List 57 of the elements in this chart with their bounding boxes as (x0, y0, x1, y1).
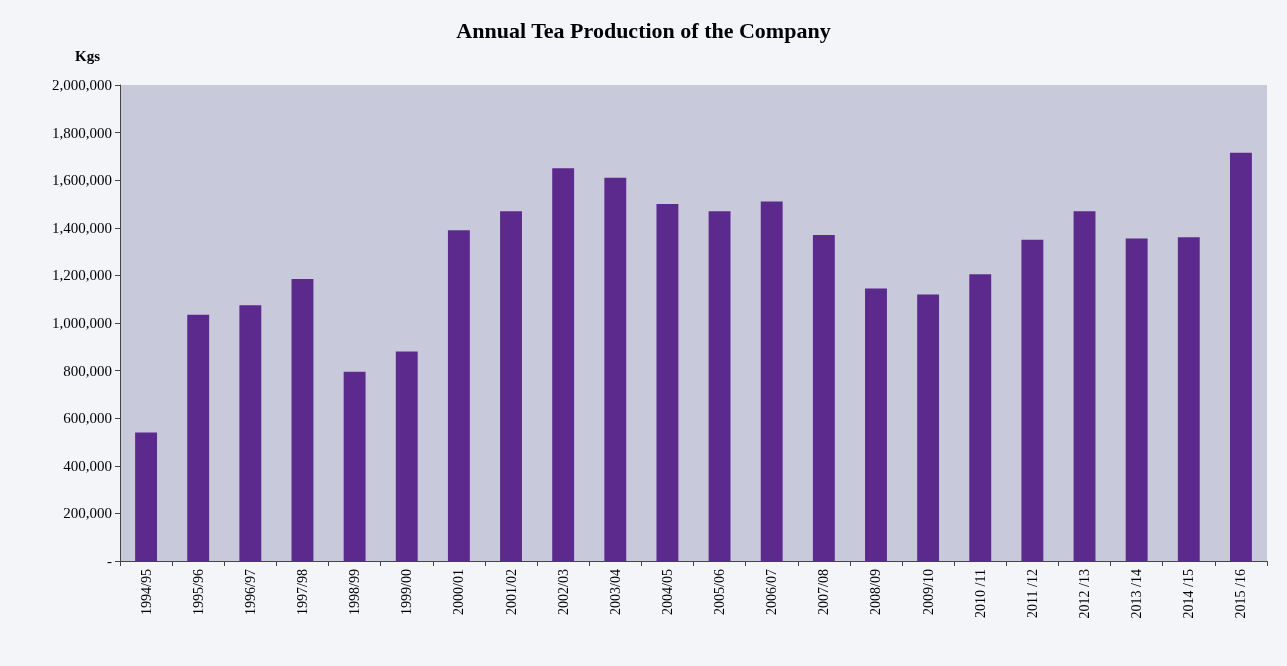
x-tick-label: 1995/96 (190, 569, 206, 615)
bar (343, 371, 366, 561)
bar (812, 234, 835, 561)
x-tick-label: 2005/06 (712, 569, 728, 615)
chart-title: Annual Tea Production of the Company (456, 17, 831, 43)
x-tick-label: 2001/02 (503, 569, 519, 615)
bar (917, 294, 940, 561)
bar (1177, 237, 1200, 561)
y-tick-label: 200,000 (63, 505, 112, 522)
bar (1073, 211, 1096, 561)
y-tick-label: 400,000 (63, 457, 112, 474)
x-tick-label: 1996/97 (242, 569, 258, 615)
bar (708, 211, 731, 561)
x-tick-label: 2015 /16 (1233, 569, 1249, 619)
bar (656, 204, 679, 561)
bar (1229, 152, 1252, 561)
bar (447, 230, 470, 561)
x-tick-label: 2012 /13 (1077, 569, 1093, 619)
x-tick-label: 2009/10 (920, 569, 936, 615)
bar (969, 274, 992, 561)
x-tick-label: 2008/09 (868, 569, 884, 615)
y-tick-label: 1,800,000 (52, 124, 112, 141)
x-tick-label: 2000/01 (451, 569, 467, 615)
bar (1125, 238, 1148, 561)
x-tick-label: 1994/95 (138, 569, 154, 615)
y-tick-label: 2,000,000 (52, 77, 112, 93)
bar (865, 288, 887, 561)
bar (760, 201, 783, 561)
x-tick-label: 2010 /11 (972, 569, 988, 618)
y-axis-title: Kgs (74, 47, 101, 64)
x-tick-label: 2014 /15 (1181, 569, 1197, 619)
x-tick-label: 2013 /14 (1129, 569, 1145, 619)
y-tick-label: 600,000 (63, 410, 112, 427)
y-tick-label: - (107, 553, 112, 569)
x-tick-label: 2004/05 (659, 569, 675, 615)
x-tick-label: 2002/03 (555, 569, 571, 615)
y-tick-label: 1,200,000 (52, 267, 112, 284)
bar (500, 211, 522, 561)
x-tick-label: 2006/07 (764, 569, 780, 615)
y-tick-label: 1,000,000 (52, 315, 112, 331)
bar (604, 177, 627, 561)
bar (552, 168, 575, 561)
x-tick-label: 1998/99 (347, 569, 363, 615)
x-tick-label: 1999/00 (399, 569, 415, 615)
x-tick-label: 2011 /12 (1024, 569, 1040, 618)
x-tick-label: 1997/98 (294, 569, 310, 615)
x-tick-label: 2007/08 (816, 569, 832, 615)
bar (395, 351, 418, 561)
x-tick-label: 2003/04 (607, 569, 623, 615)
bar (135, 432, 158, 561)
y-tick-label: 800,000 (63, 362, 112, 379)
bar (291, 278, 314, 561)
y-tick-label: 1,400,000 (52, 219, 112, 236)
bar (1021, 239, 1044, 561)
bar (239, 305, 262, 561)
bar (187, 314, 210, 561)
y-tick-label: 1,600,000 (52, 172, 112, 189)
